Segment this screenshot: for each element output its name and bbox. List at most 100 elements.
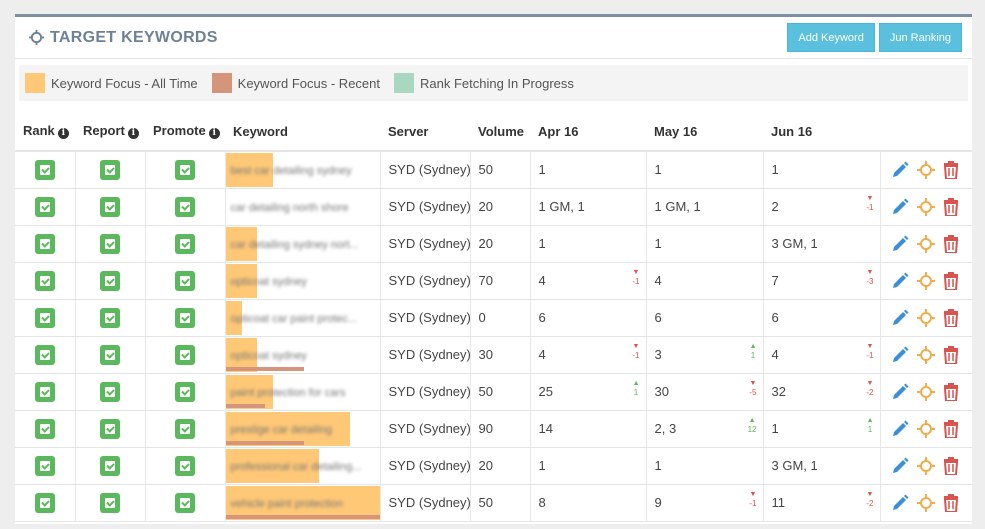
trash-icon[interactable] [943,271,959,290]
pencil-icon[interactable] [891,346,909,364]
rank-checkbox[interactable] [34,233,55,254]
rank-change: ▼ -2 [866,379,874,397]
keyword-cell: professional car detailing... [225,447,381,485]
report-checkbox[interactable] [100,492,120,513]
trash-icon[interactable] [943,456,959,475]
rank-checkbox[interactable] [34,381,55,402]
promote-checkbox[interactable] [175,492,195,513]
server-cell: SYD (Sydney) [380,336,471,374]
pencil-icon[interactable] [891,235,909,253]
promote-checkbox[interactable] [175,196,195,217]
keyword-cell: best car detailing sydney [225,151,381,189]
rank-may-cell: 1 [646,447,764,485]
info-icon[interactable]: i [208,128,220,139]
legend-label: Keyword Focus - Recent [237,75,380,91]
crosshair-icon[interactable] [916,382,935,401]
trash-icon[interactable] [943,160,959,179]
rank-checkbox[interactable] [34,418,55,439]
crosshair-icon[interactable] [916,345,935,364]
trash-icon[interactable] [943,345,959,364]
crosshair-icon[interactable] [916,493,935,512]
keyword-text: best car detailing sydney [230,165,352,178]
crosshair-icon[interactable] [916,419,935,438]
rank-change: ▼ -1 [866,194,874,212]
focus-all-time-bar [225,448,319,483]
col-promote[interactable]: Promote i [145,112,225,152]
rank-jun-cell: 2 ▼ -1 [763,188,881,226]
volume-cell: 20 [470,447,531,485]
rank-apr-cell: 1 GM, 1 [530,188,647,226]
pencil-icon[interactable] [891,161,909,179]
rank-checkbox[interactable] [34,492,55,513]
promote-checkbox[interactable] [175,159,195,180]
trash-icon[interactable] [943,493,959,512]
legend-label: Keyword Focus - All Time [51,75,198,91]
promote-checkbox[interactable] [175,418,195,439]
rank-checkbox[interactable] [34,196,55,217]
rank-change: ▼ -3 [866,268,874,286]
crosshair-icon[interactable] [916,456,935,475]
crosshair-icon[interactable] [916,308,935,327]
trash-icon[interactable] [943,419,959,438]
rank-change: ▲ 1 [866,416,874,434]
promote-checkbox[interactable] [175,270,195,291]
report-checkbox[interactable] [100,196,120,217]
report-checkbox[interactable] [100,270,120,291]
keyword-cell: prestige car detailing [225,410,381,448]
legend: Keyword Focus - All Time Keyword Focus -… [19,65,968,101]
promote-checkbox[interactable] [175,307,195,328]
report-checkbox[interactable] [100,455,120,476]
report-checkbox[interactable] [100,418,120,439]
rank-apr-cell: 1 [530,447,647,485]
rank-change: ▼ -1 [866,342,874,360]
col-report[interactable]: Report i [75,112,145,152]
crosshair-icon[interactable] [916,234,935,253]
rank-checkbox[interactable] [34,455,55,476]
rank-may-cell: 1 [646,151,764,189]
report-checkbox[interactable] [100,307,120,328]
rank-checkbox[interactable] [34,307,55,328]
rank-apr-cell: 1 [530,225,647,263]
rank-checkbox[interactable] [34,344,55,365]
report-checkbox[interactable] [100,159,120,180]
keyword-text: car detailing sydney nort... [230,239,359,251]
pencil-icon[interactable] [891,309,909,327]
crosshair-icon[interactable] [916,271,935,290]
pencil-icon[interactable] [891,383,909,401]
promote-checkbox[interactable] [175,455,195,476]
focus-all-time-bar [225,300,242,335]
info-icon[interactable]: i [127,128,139,139]
pencil-icon[interactable] [891,457,909,475]
add-keyword-button[interactable]: Add Keyword [787,23,875,52]
pencil-icon[interactable] [891,494,909,512]
trash-icon[interactable] [943,234,959,253]
trash-icon[interactable] [943,197,959,216]
rank-jun-cell: 3 GM, 1 [763,225,881,263]
server-cell: SYD (Sydney) [380,151,471,189]
focus-all-time-bar [225,374,273,409]
info-icon[interactable]: i [57,128,69,139]
crosshair-icon[interactable] [916,197,935,216]
crosshair-icon[interactable] [916,160,935,179]
jun-ranking-button[interactable]: Jun Ranking [878,23,962,52]
pencil-icon[interactable] [891,420,909,438]
report-checkbox[interactable] [100,344,120,365]
pencil-icon[interactable] [891,198,909,216]
focus-all-time-bar [225,226,257,261]
rank-checkbox[interactable] [34,270,55,291]
report-checkbox[interactable] [100,381,120,402]
col-rank[interactable]: Rank i [15,112,75,152]
trash-icon[interactable] [943,382,959,401]
focus-recent-bar [225,514,379,519]
rank-may-cell: 9 ▼ -1 [646,484,764,522]
promote-checkbox[interactable] [175,381,195,402]
rank-jun-cell: 11 ▼ -2 [763,484,881,522]
report-checkbox[interactable] [100,233,120,254]
server-cell: SYD (Sydney) [380,484,471,522]
promote-checkbox[interactable] [175,344,195,365]
keyword-cell: car detailing north shore [225,188,381,226]
pencil-icon[interactable] [891,272,909,290]
rank-checkbox[interactable] [34,159,55,180]
trash-icon[interactable] [943,308,959,327]
promote-checkbox[interactable] [175,233,195,254]
